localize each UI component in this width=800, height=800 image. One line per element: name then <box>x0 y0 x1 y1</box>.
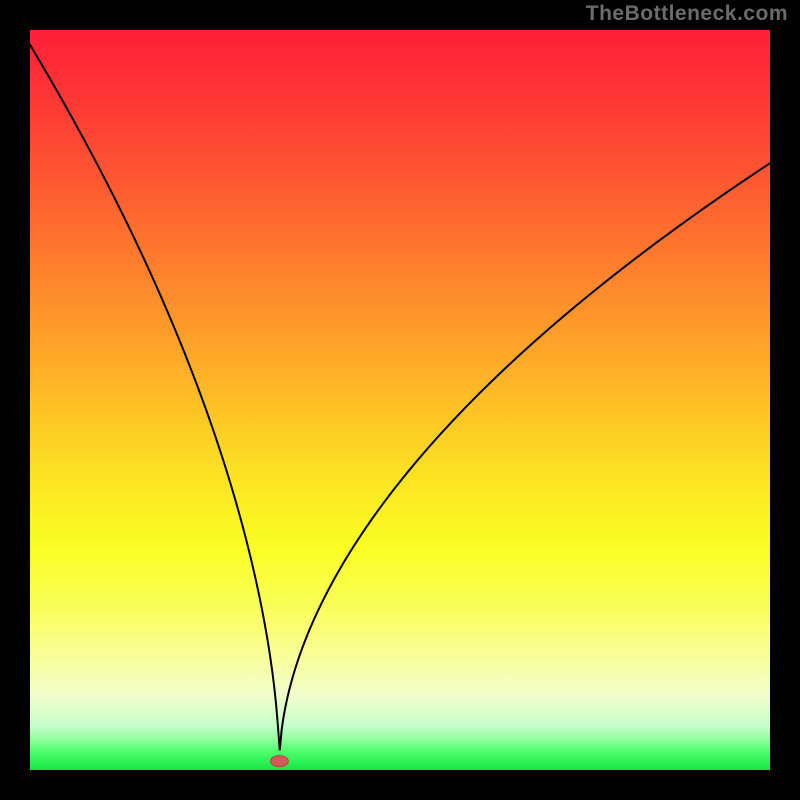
chart-svg <box>30 30 770 770</box>
gradient-background <box>30 30 770 770</box>
chart-container: TheBottleneck.com <box>0 0 800 800</box>
minimum-marker <box>271 756 289 767</box>
plot-area <box>30 30 770 770</box>
watermark-text: TheBottleneck.com <box>586 2 788 26</box>
